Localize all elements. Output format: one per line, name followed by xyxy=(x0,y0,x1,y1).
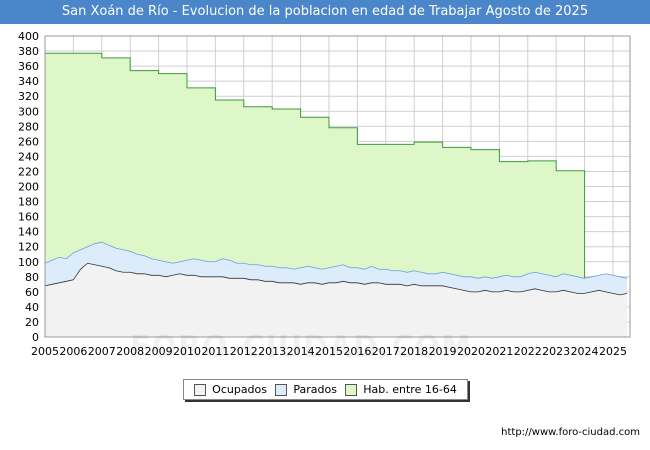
x-axis-ticks: 2005 2006 2007 2008 2009 2010 2011 2012 2013 2014… xyxy=(31,345,627,358)
y-tick-label: 340 xyxy=(18,75,39,88)
y-tick-label: 240 xyxy=(18,150,39,163)
series-areas xyxy=(44,52,628,338)
hab-line xyxy=(45,52,586,337)
y-tick-label: 260 xyxy=(18,135,39,148)
legend: Ocupados Parados Hab. entre 16-64 xyxy=(183,379,468,400)
legend-swatch-hab xyxy=(345,383,358,396)
x-tick-label: 2009 xyxy=(145,345,173,358)
x-tick-label: 2013 xyxy=(258,345,286,358)
y-tick-label: 60 xyxy=(25,286,39,299)
y-tick-label: 120 xyxy=(18,241,39,254)
legend-swatch-parados xyxy=(275,383,288,396)
ocupados-line xyxy=(44,262,628,296)
x-tick-label: 2008 xyxy=(116,345,144,358)
chart-title: San Xoán de Río - Evolucion de la poblac… xyxy=(0,0,650,24)
y-tick-label: 200 xyxy=(18,181,39,194)
x-tick-label: 2007 xyxy=(88,345,116,358)
y-tick-label: 380 xyxy=(18,45,39,58)
x-tick-label: 2010 xyxy=(173,345,201,358)
legend-item-parados: Parados xyxy=(275,383,337,396)
x-tick-label: 2006 xyxy=(59,345,87,358)
x-tick-label: 2017 xyxy=(372,345,400,358)
x-tick-label: 2025 xyxy=(599,345,627,358)
y-tick-label: 100 xyxy=(18,256,39,269)
y-tick-label: 220 xyxy=(18,165,39,178)
x-tick-label: 2016 xyxy=(343,345,371,358)
y-tick-label: 0 xyxy=(32,331,39,344)
y-tick-label: 360 xyxy=(18,60,39,73)
y-tick-label: 160 xyxy=(18,211,39,224)
legend-label-hab: Hab. entre 16-64 xyxy=(363,383,457,396)
legend-swatch-ocupados xyxy=(194,383,207,396)
x-tick-label: 2023 xyxy=(542,345,570,358)
watermark: FORO-CIUDAD.COM xyxy=(130,330,472,365)
x-tick-label: 2012 xyxy=(230,345,258,358)
legend-label-ocupados: Ocupados xyxy=(212,383,268,396)
x-tick-label: 2019 xyxy=(429,345,457,358)
x-tick-label: 2011 xyxy=(201,345,229,358)
x-tick-label: 2005 xyxy=(31,345,59,358)
source-link[interactable]: http://www.foro-ciudad.com xyxy=(501,427,640,438)
x-tick-label: 2024 xyxy=(571,345,599,358)
plot-border xyxy=(44,35,631,338)
legend-label-parados: Parados xyxy=(293,383,337,396)
y-tick-label: 280 xyxy=(18,120,39,133)
parados-line xyxy=(44,241,628,279)
chart: 0 20 40 60 80 100 120 140 160 180 200 220 240 260 280 3… xyxy=(18,30,631,358)
x-tick-label: 2021 xyxy=(485,345,513,358)
x-tick-label: 2014 xyxy=(287,345,315,358)
y-axis-ticks: 0 20 40 60 80 100 120 140 160 180 200 220 240 260 280 3… xyxy=(18,30,39,344)
y-tick-label: 80 xyxy=(25,271,39,284)
x-tick-label: 2015 xyxy=(315,345,343,358)
x-tick-label: 2022 xyxy=(514,345,542,358)
y-tick-label: 400 xyxy=(18,30,39,43)
axes xyxy=(44,35,631,338)
y-tick-label: 140 xyxy=(18,226,39,239)
y-tick-label: 40 xyxy=(25,301,39,314)
y-tick-label: 300 xyxy=(18,105,39,118)
y-tick-label: 180 xyxy=(18,196,39,209)
legend-item-ocupados: Ocupados xyxy=(194,383,267,396)
ocupados-area xyxy=(45,263,628,337)
y-tick-label: 320 xyxy=(18,90,39,103)
legend-item-hab: Hab. entre 16-64 xyxy=(345,383,457,396)
y-tick-label: 20 xyxy=(25,316,39,329)
x-tick-label: 2018 xyxy=(400,345,428,358)
x-tick-label: 2020 xyxy=(457,345,485,358)
